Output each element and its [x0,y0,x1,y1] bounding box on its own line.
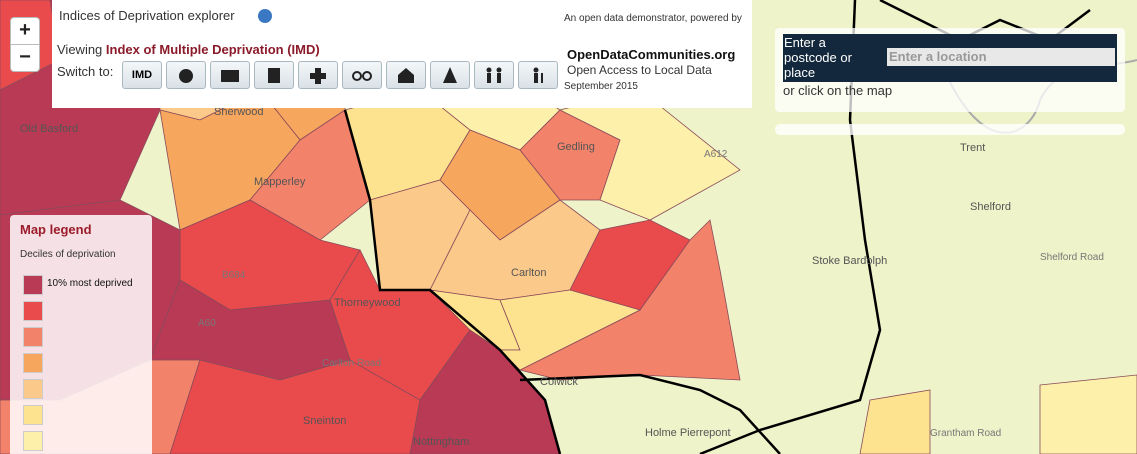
icon [179,69,193,83]
place-label: Thorneywood [334,297,401,309]
older-people-button[interactable] [518,61,558,89]
housing-button[interactable] [386,61,426,89]
legend-title: Map legend [20,222,92,237]
legend-swatch [23,327,43,347]
viewing-label: Viewing [57,42,103,57]
icon [310,68,326,84]
road-label: Shelford Road [1040,252,1104,263]
imd-button[interactable]: IMD [122,61,162,89]
switch-label: Switch to: [57,64,114,79]
place-labels: Gedling Carlton Mapperley Sherwood Old Basfo… [20,106,1104,448]
education-button[interactable] [254,61,294,89]
place-label: Gedling [557,141,595,153]
icon [221,70,239,82]
legend-swatch [23,379,43,399]
place-label: Colwick [540,376,578,388]
employment-button[interactable] [210,61,250,89]
legend-panel: Map legend Deciles of deprivation 10% mo… [10,215,152,454]
place-label: Sherwood [214,106,264,118]
place-label: Shelford [970,201,1011,213]
zoom-out[interactable]: − [10,44,40,72]
icon [352,71,372,81]
progress-bar [775,124,1125,135]
children-button[interactable] [474,61,514,89]
legend-swatch [23,301,43,321]
road-label: A60 [198,318,216,329]
viewing-line: Viewing Index of Multiple Deprivation (I… [57,42,320,57]
road-label: Carlton Road [322,358,381,369]
credit-tagline: Open Access to Local Data [567,63,712,77]
measure-name: Index of Multiple Deprivation (IMD) [105,42,320,57]
place-label: Holme Pierrepont [645,427,731,439]
icon [268,68,280,83]
road-label: A612 [704,149,728,160]
app-title: Indices of Deprivation explorer [59,8,235,23]
zoom-in[interactable]: + [10,17,40,45]
legend-swatch [23,405,43,425]
health-button[interactable] [298,61,338,89]
road-label: B684 [222,270,246,281]
legend-swatch [23,353,43,373]
search-hint: or click on the map [783,83,893,98]
boundary-lines [343,0,1091,454]
crime-button[interactable] [342,61,382,89]
legend-swatch [23,275,43,295]
legend-label: 10% most deprived [47,278,133,289]
place-label: Mapperley [254,176,306,188]
header-panel: Indices of Deprivation explorer Viewing … [52,0,752,108]
icon [486,67,502,83]
road-label: Grantham Road [930,428,1001,439]
income-button[interactable] [166,61,206,89]
credit-date: September 2015 [564,81,638,92]
place-label: Stoke Bardolph [812,255,887,267]
icon [398,68,414,83]
credit-brand: OpenDataCommunities.org [567,47,736,62]
environment-button[interactable] [430,61,470,89]
icon [533,67,543,83]
search-box: Enter a postcode or place Enter a locati… [783,34,1117,82]
place-label: Old Basford [20,123,78,135]
icon [443,67,457,83]
info-icon[interactable] [258,9,272,23]
search-panel: Enter a postcode or place Enter a locati… [775,28,1125,112]
legend-swatch [23,431,43,451]
credit-intro: An open data demonstrator, powered by [564,13,742,24]
place-label: Trent [960,142,985,154]
search-label: Enter a postcode or place [784,35,852,80]
place-label: Carlton [511,267,546,279]
place-label: Sneinton [303,415,346,427]
place-label: Nottingham [413,436,469,448]
legend-subtitle: Deciles of deprivation [20,249,116,260]
search-input[interactable]: Enter a location [887,48,1115,66]
